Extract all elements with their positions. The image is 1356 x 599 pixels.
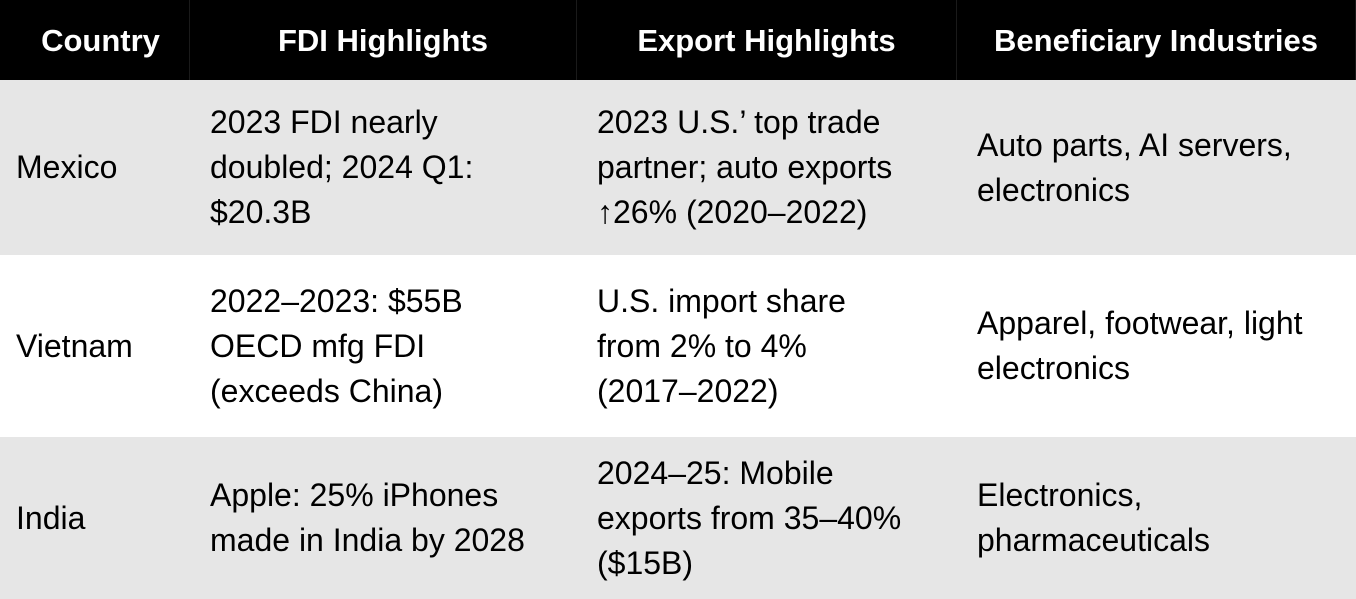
cell-country-mexico: Mexico <box>0 80 190 255</box>
cell-fdi-mexico: 2023 FDI nearly doubled; 2024 Q1: $20.3B <box>190 80 577 255</box>
header-export-highlights: Export Highlights <box>577 0 957 80</box>
cell-exports-mexico: 2023 U.S.’ top trade partner; auto expor… <box>577 80 957 255</box>
header-beneficiary-industries: Beneficiary Industries <box>957 0 1356 80</box>
cell-country-india: India <box>0 437 190 599</box>
cell-fdi-vietnam: 2022–2023: $55B OECD mfg FDI (exceeds Ch… <box>190 255 577 437</box>
cell-exports-india: 2024–25: Mobile exports from 35–40% ($15… <box>577 437 957 599</box>
cell-industries-india: Electronics, pharmaceuticals <box>957 437 1356 599</box>
cell-exports-vietnam: U.S. import share from 2% to 4% (2017–20… <box>577 255 957 437</box>
header-fdi-highlights: FDI Highlights <box>190 0 577 80</box>
cell-industries-mexico: Auto parts, AI servers, electronics <box>957 80 1356 255</box>
header-country: Country <box>0 0 190 80</box>
cell-industries-vietnam: Apparel, footwear, light electronics <box>957 255 1356 437</box>
cell-fdi-india: Apple: 25% iPhones made in India by 2028 <box>190 437 577 599</box>
cell-country-vietnam: Vietnam <box>0 255 190 437</box>
